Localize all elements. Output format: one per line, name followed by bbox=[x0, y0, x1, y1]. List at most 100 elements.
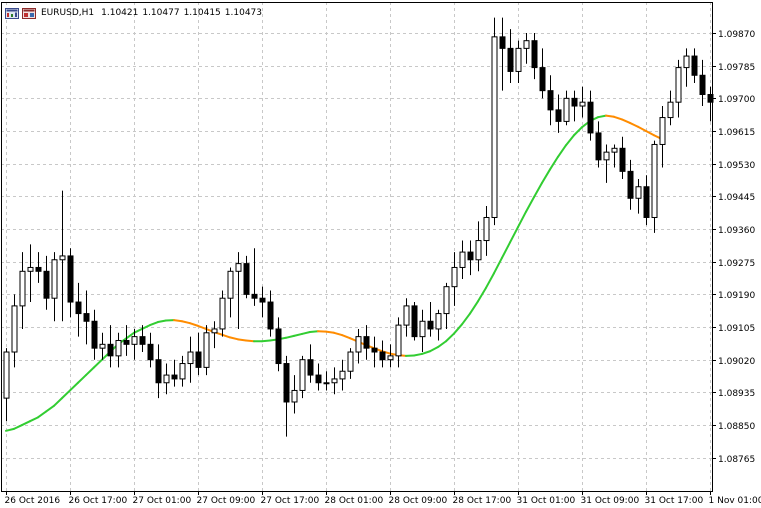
candle-body-bear bbox=[531, 40, 538, 69]
candle bbox=[539, 48, 546, 99]
candle bbox=[699, 59, 706, 107]
candle-body-bull bbox=[443, 286, 450, 315]
candle bbox=[315, 363, 322, 391]
candle-body-bull bbox=[603, 151, 610, 161]
candle-body-bull bbox=[659, 117, 666, 145]
price-label: 1.09360 bbox=[718, 226, 755, 236]
time-label: 28 Oct 17:00 bbox=[453, 496, 512, 506]
candle bbox=[307, 344, 314, 383]
indicator-segment-down bbox=[341, 334, 351, 340]
candle bbox=[123, 325, 130, 356]
candle-body-bull bbox=[291, 389, 298, 403]
candle-body-bull bbox=[219, 297, 226, 330]
indicator-segment-up bbox=[557, 144, 567, 158]
candle-body-bear bbox=[371, 347, 378, 353]
indicator-segment-up bbox=[85, 366, 95, 377]
indicator-segment-down bbox=[181, 320, 191, 325]
candle-body-bull bbox=[651, 143, 658, 218]
candle-body-bull bbox=[459, 251, 466, 268]
indicator-segment-up bbox=[533, 181, 543, 199]
indicator-segment-up bbox=[261, 339, 271, 343]
candle bbox=[419, 309, 426, 353]
candle bbox=[179, 355, 186, 387]
indicator-segment-down bbox=[237, 338, 247, 342]
indicator-segment-down bbox=[325, 330, 335, 334]
indicator-segment-up bbox=[293, 332, 303, 337]
time-label: 1 Nov 01:00 bbox=[709, 496, 761, 506]
candle-body-bull bbox=[187, 351, 194, 365]
candle-body-bear bbox=[171, 374, 178, 380]
candle-body-bull bbox=[683, 55, 690, 69]
candle bbox=[107, 325, 114, 368]
price-label: 1.09105 bbox=[718, 324, 755, 334]
chart-properties-icon[interactable] bbox=[22, 7, 36, 19]
candle-body-bull bbox=[19, 270, 26, 307]
candle bbox=[291, 375, 298, 414]
price-label: 1.09785 bbox=[718, 63, 755, 73]
candle-body-bull bbox=[51, 259, 58, 299]
indicator-segment-up bbox=[445, 332, 455, 343]
candle bbox=[75, 282, 82, 337]
candle bbox=[211, 321, 218, 349]
candle-body-bull bbox=[387, 355, 394, 361]
candle bbox=[627, 159, 634, 210]
open-value: 1.10421 bbox=[101, 8, 139, 18]
candle bbox=[131, 328, 138, 360]
chart-window-icon[interactable] bbox=[5, 7, 19, 19]
candle-body-bull bbox=[331, 378, 338, 384]
candle bbox=[611, 144, 618, 168]
candle-body-bull bbox=[211, 328, 218, 334]
candle-body-bear bbox=[139, 336, 146, 345]
indicator-segment-up bbox=[541, 168, 551, 184]
price-label: 1.08850 bbox=[718, 422, 755, 432]
time-label: 31 Oct 09:00 bbox=[581, 496, 640, 506]
time-label: 31 Oct 01:00 bbox=[517, 496, 576, 506]
candle bbox=[379, 340, 386, 368]
candle-body-bull bbox=[563, 97, 570, 122]
candle-body-bull bbox=[355, 336, 362, 353]
indicator-segment-down bbox=[221, 333, 231, 339]
candle bbox=[51, 252, 58, 322]
candle bbox=[579, 86, 586, 118]
candle-body-bull bbox=[115, 339, 122, 357]
indicator-segment-up bbox=[573, 126, 583, 137]
candle bbox=[187, 336, 194, 383]
candle-body-bear bbox=[35, 266, 42, 272]
candle bbox=[99, 332, 106, 360]
candle bbox=[507, 29, 514, 83]
candle bbox=[3, 348, 10, 422]
indicator-segment-down bbox=[229, 336, 239, 341]
plot-frame bbox=[1, 2, 713, 492]
indicator-segment-down bbox=[245, 339, 255, 343]
price-label: 1.08765 bbox=[718, 455, 755, 465]
price-label: 1.09615 bbox=[718, 128, 755, 138]
candle-body-bull bbox=[403, 305, 410, 326]
candle bbox=[267, 290, 274, 337]
chart-title-bar: EURUSD,H1 1.10421 1.10477 1.10415 1.1047… bbox=[5, 6, 262, 20]
price-label: 1.09190 bbox=[718, 291, 755, 301]
candle bbox=[523, 33, 530, 64]
candle bbox=[115, 332, 122, 368]
close-value: 1.10473 bbox=[224, 8, 262, 18]
candle-body-bear bbox=[379, 351, 386, 361]
indicator-segment-down bbox=[197, 324, 207, 330]
candle bbox=[531, 33, 538, 80]
candle bbox=[435, 309, 442, 341]
candle-body-bear bbox=[83, 313, 90, 322]
candle-body-bear bbox=[251, 293, 258, 299]
candle bbox=[259, 286, 266, 318]
candle-body-bull bbox=[235, 263, 242, 272]
indicator-segment-up bbox=[45, 404, 55, 413]
candle-body-bear bbox=[91, 320, 98, 349]
candle bbox=[195, 332, 202, 376]
time-label: 26 Oct 2016 bbox=[5, 496, 61, 506]
price-label: 1.09020 bbox=[718, 357, 755, 367]
time-label: 27 Oct 17:00 bbox=[261, 496, 320, 506]
candle-body-bear bbox=[75, 301, 82, 315]
candle bbox=[219, 290, 226, 337]
candle bbox=[643, 175, 650, 226]
candle bbox=[411, 302, 418, 341]
candle bbox=[603, 144, 610, 183]
